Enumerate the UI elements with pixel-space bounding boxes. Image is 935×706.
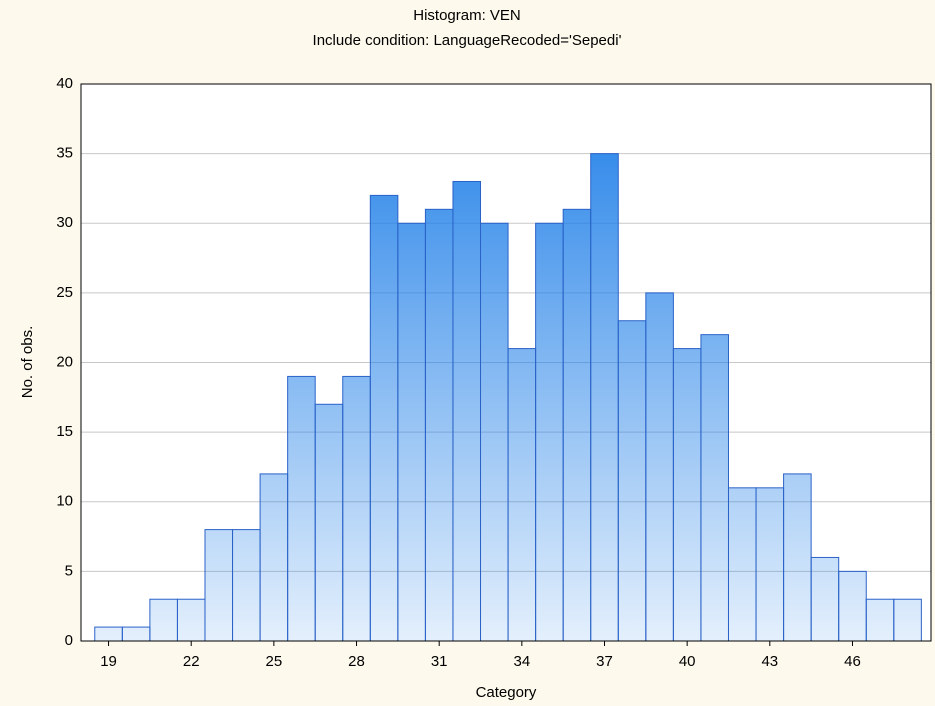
y-tick-label: 5 xyxy=(65,562,73,579)
y-tick-label: 15 xyxy=(56,423,73,440)
chart-title: Histogram: VEN xyxy=(413,7,521,24)
bar xyxy=(590,153,619,642)
y-axis-label: No. of obs. xyxy=(19,326,36,399)
bar xyxy=(645,292,674,642)
y-tick-label: 40 xyxy=(56,75,73,92)
bar xyxy=(783,473,812,642)
x-tick-label: 28 xyxy=(348,653,365,670)
x-tick-label: 43 xyxy=(761,653,778,670)
x-tick-label: 19 xyxy=(100,653,117,670)
bar xyxy=(287,375,316,642)
bar xyxy=(700,334,729,642)
bar xyxy=(204,529,234,642)
bar xyxy=(424,208,454,642)
bar xyxy=(727,487,757,642)
y-tick-label: 20 xyxy=(56,353,73,370)
bar xyxy=(397,222,426,642)
bar xyxy=(232,529,261,642)
bar xyxy=(617,320,647,642)
bar xyxy=(755,487,785,642)
bar xyxy=(259,473,289,642)
x-tick-label: 22 xyxy=(183,653,200,670)
bar xyxy=(893,598,922,642)
chart-subtitle: Include condition: LanguageRecoded='Sepe… xyxy=(313,32,622,49)
bar xyxy=(562,208,592,642)
y-tick-label: 30 xyxy=(56,214,73,231)
y-tick-label: 35 xyxy=(56,145,73,162)
bar xyxy=(810,556,840,642)
x-tick-label: 40 xyxy=(679,653,696,670)
y-tick-label: 10 xyxy=(56,493,73,510)
bar xyxy=(480,222,509,642)
bar xyxy=(121,626,151,642)
bar xyxy=(535,222,564,642)
bar xyxy=(672,348,702,642)
y-tick-label: 0 xyxy=(65,632,73,649)
bar xyxy=(865,598,895,642)
bar xyxy=(838,570,867,642)
bar xyxy=(452,180,482,642)
x-tick-label: 37 xyxy=(596,653,613,670)
plot-frame xyxy=(80,83,932,642)
bar xyxy=(342,375,371,642)
x-axis-label: Category xyxy=(476,684,537,701)
bar xyxy=(369,194,399,642)
x-tick-label: 34 xyxy=(513,653,530,670)
x-tick-label: 25 xyxy=(266,653,283,670)
bar xyxy=(314,403,344,642)
bar xyxy=(507,348,537,642)
bar xyxy=(149,598,178,642)
y-tick-label: 25 xyxy=(56,284,73,301)
x-tick-label: 46 xyxy=(844,653,861,670)
bar xyxy=(94,626,123,642)
bar xyxy=(176,598,206,642)
x-tick-label: 31 xyxy=(431,653,448,670)
